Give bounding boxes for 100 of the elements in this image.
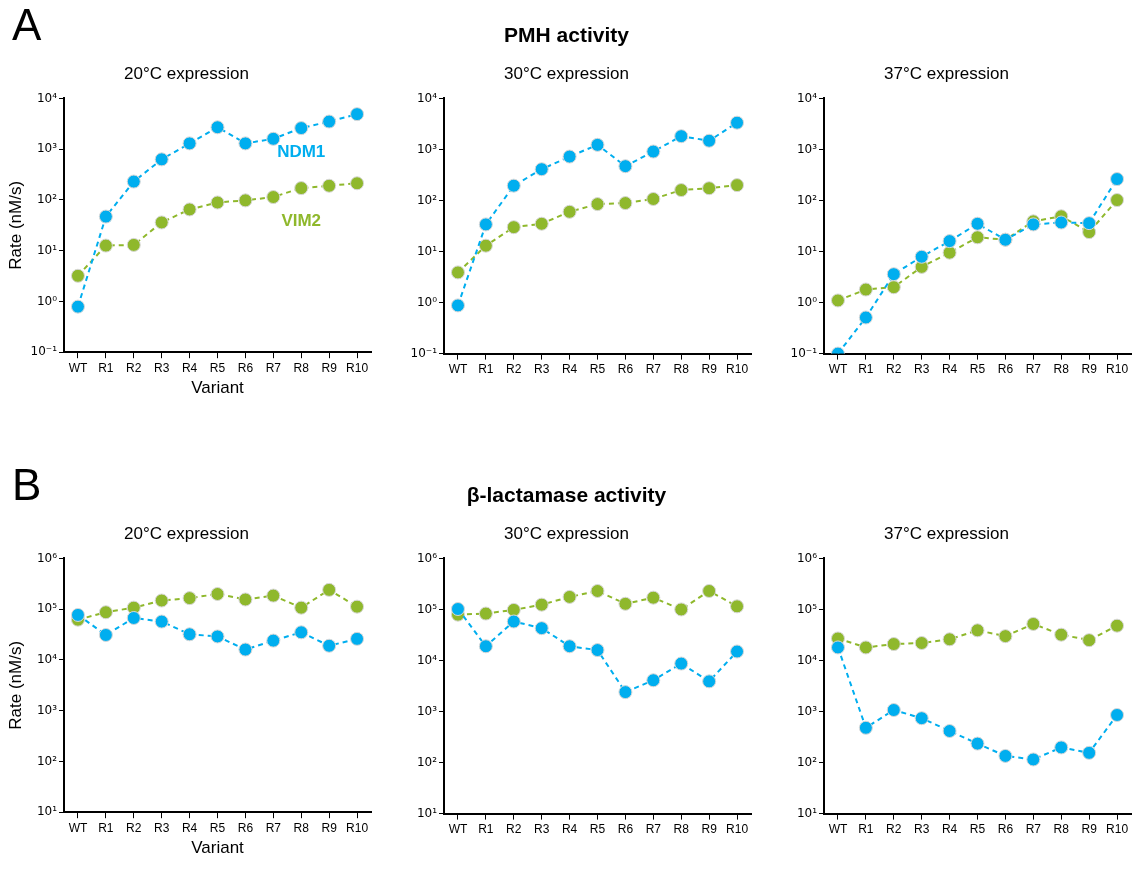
x-tick-label: R7 — [1025, 362, 1042, 377]
x-tick-label: R7 — [265, 820, 282, 835]
x-tick-label: R6 — [237, 820, 254, 835]
point — [618, 159, 633, 174]
point — [730, 115, 745, 130]
point — [858, 310, 873, 325]
point — [970, 216, 985, 231]
x-tick-label: R8 — [673, 822, 690, 837]
x-tick-label: R5 — [589, 822, 606, 837]
point — [210, 586, 225, 601]
x-tick-label: R3 — [914, 822, 930, 837]
point — [998, 629, 1013, 644]
x-tick-label: R8 — [1053, 822, 1070, 837]
point — [266, 588, 281, 603]
point — [970, 623, 985, 638]
text: β-lactamase activity — [466, 483, 667, 506]
point — [322, 178, 337, 193]
chart-title: 37°C expression — [884, 63, 1009, 83]
x-tick-label: R2 — [506, 822, 522, 837]
x-tick-label: R10 — [726, 362, 749, 377]
point — [1082, 216, 1097, 231]
x-tick-label: R8 — [1053, 362, 1070, 377]
x-tick-label: R4 — [941, 822, 958, 837]
x-tick-label: R2 — [506, 362, 522, 377]
point — [590, 583, 605, 598]
x-tick-label: R7 — [645, 822, 662, 837]
y-tick-label: 10¹ — [416, 805, 438, 820]
point — [98, 238, 113, 253]
x-tick-label: R2 — [126, 820, 142, 835]
y-tick-label: 10² — [796, 192, 818, 207]
point — [618, 596, 633, 611]
y-tick-label: 10⁴ — [416, 652, 438, 667]
point — [350, 176, 365, 191]
y-tick-label: 10² — [416, 754, 438, 769]
point — [450, 265, 465, 280]
point — [1026, 752, 1041, 767]
point — [154, 215, 169, 230]
point — [914, 711, 929, 726]
point — [126, 174, 141, 189]
point — [210, 629, 225, 644]
x-tick-label: R6 — [237, 360, 254, 375]
point — [562, 589, 577, 604]
x-tick-label: R7 — [1025, 822, 1042, 837]
x-tick-label: R5 — [969, 822, 986, 837]
x-tick-label: R4 — [941, 362, 958, 377]
y-tick-label: 10⁵ — [36, 601, 58, 616]
point — [702, 674, 717, 689]
y-tick-label: 10⁰ — [36, 293, 58, 308]
x-tick-label: WT — [448, 362, 468, 377]
x-tick-label: R10 — [726, 822, 749, 837]
point — [886, 280, 901, 295]
point — [350, 631, 365, 646]
point — [590, 643, 605, 658]
x-tick-label: R8 — [293, 360, 310, 375]
point — [182, 202, 197, 217]
point — [478, 217, 493, 232]
point — [730, 599, 745, 614]
x-tick-label: R4 — [561, 362, 578, 377]
x-tick-label: R9 — [321, 820, 338, 835]
series-label: NDM1 — [277, 141, 326, 161]
point — [238, 193, 253, 208]
x-tick-label: R3 — [914, 362, 930, 377]
point — [886, 703, 901, 718]
y-tick-label: 10⁶ — [416, 550, 438, 565]
y-tick-label: 10³ — [796, 703, 818, 718]
y-tick-label: 10¹ — [796, 805, 818, 820]
point — [266, 190, 281, 205]
x-tick-label: R6 — [997, 822, 1014, 837]
text: A — [12, 0, 42, 50]
point — [914, 636, 929, 650]
chart-title: 20°C expression — [124, 63, 249, 83]
point — [1054, 627, 1069, 642]
point — [154, 152, 169, 167]
point — [126, 237, 141, 252]
point — [266, 131, 281, 146]
x-tick-label: R4 — [181, 820, 198, 835]
x-tick-label: R5 — [209, 360, 226, 375]
point — [858, 282, 873, 297]
point — [294, 121, 309, 136]
y-tick-label: 10³ — [796, 141, 818, 156]
point — [70, 607, 85, 622]
series-label: VIM2 — [281, 210, 322, 230]
x-tick-label: R2 — [886, 362, 902, 377]
point — [350, 599, 365, 614]
point — [830, 293, 845, 308]
point — [590, 197, 605, 212]
point — [1054, 215, 1069, 230]
point — [618, 196, 633, 211]
y-tick-label: 10⁴ — [796, 652, 818, 667]
y-tick-label: 10⁶ — [36, 550, 58, 565]
y-tick-label: 10² — [416, 192, 438, 207]
point — [970, 230, 985, 245]
point — [506, 220, 521, 235]
chart-title: 20°C expression — [124, 523, 249, 543]
point — [534, 597, 549, 612]
y-tick-label: 10⁰ — [796, 294, 818, 309]
point — [942, 245, 957, 260]
point — [674, 183, 689, 198]
y-tick-label: 10⁴ — [36, 652, 58, 667]
y-tick-label: 10¹ — [36, 804, 58, 819]
